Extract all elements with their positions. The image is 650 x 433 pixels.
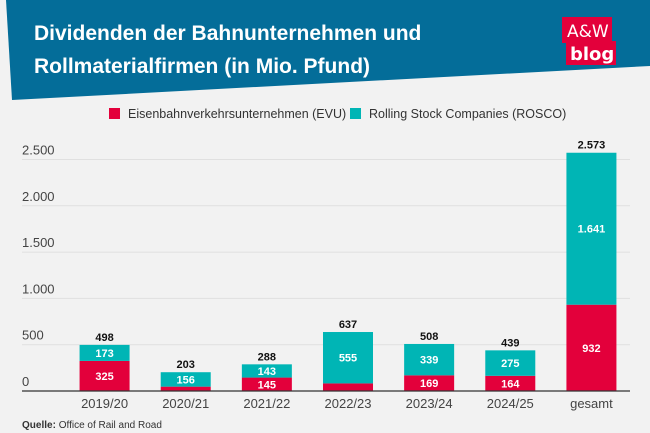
data-label: 173 [95,348,113,360]
bar-evu [485,375,536,391]
y-tick-label: 2.000 [22,189,55,204]
x-tick-label: gesamt [570,396,613,411]
legend-swatch-evu [109,108,120,119]
data-label: 275 [501,358,519,370]
bar-evu [160,386,211,391]
bar-evu [566,304,617,391]
total-label: 439 [501,337,519,349]
bar-rosco [485,350,536,376]
y-tick-label: 1.500 [22,235,55,250]
data-label: 156 [177,374,195,386]
total-label: 2.573 [578,140,606,152]
bar-rosco [241,364,292,378]
data-label: 143 [258,366,276,378]
logo: A&W blog [562,17,616,65]
data-label: 325 [95,371,113,383]
y-tick-label: 2.500 [22,143,55,158]
x-tick-label: 2023/24 [406,396,453,411]
legend-swatch-rosco [350,108,361,119]
legend-label-evu: Eisenbahnverkehrsunternehmen (EVU) [128,107,346,121]
svg-text:A&W: A&W [567,22,609,42]
svg-text:blog: blog [570,44,614,65]
y-tick-label: 500 [22,328,44,343]
x-tick-label: 2024/25 [487,396,534,411]
data-label: 164 [501,378,520,390]
bar-evu [323,383,373,391]
y-tick-label: 1.000 [22,281,55,296]
data-label: 339 [420,355,438,367]
bar-evu [241,377,292,391]
legend: Eisenbahnverkehrsunternehmen (EVU) Rolli… [109,107,566,121]
total-label: 498 [95,332,113,344]
y-tick-label: 0 [22,374,29,389]
total-label: 288 [258,351,276,363]
data-label: 555 [339,353,357,365]
bar-evu [404,375,455,391]
x-tick-label: 2022/23 [325,396,372,411]
bar-rosco [404,343,455,376]
total-label: 203 [177,359,195,371]
total-label: 508 [420,331,438,343]
bar-rosco [79,344,130,361]
x-tick-label: 2020/21 [162,396,209,411]
title-line-1: Dividenden der Bahnunternehmen und [34,22,421,45]
legend-label-rosco: Rolling Stock Companies (ROSCO) [369,107,566,121]
data-label: 1.641 [578,224,606,236]
source: Quelle: Office of Rail and Road [22,420,162,431]
header-banner [6,0,650,100]
bar-rosco [160,372,211,387]
bar-rosco [566,152,617,305]
bar-rosco [323,332,373,384]
data-label: 145 [258,379,276,391]
x-tick-label: 2019/20 [81,396,128,411]
total-label: 637 [339,319,357,331]
data-label: 169 [420,378,438,390]
data-label: 932 [582,343,600,355]
bar-evu [79,360,130,391]
x-tick-label: 2021/22 [243,396,290,411]
title-line-2: Rollmaterialfirmen (in Mio. Pfund) [34,55,370,78]
